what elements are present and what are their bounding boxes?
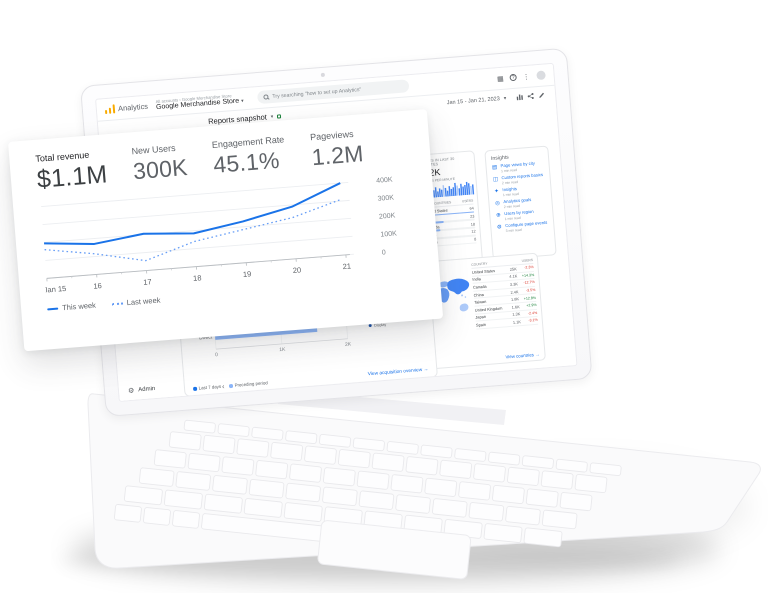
- country-users: 3.3K: [509, 281, 519, 287]
- acq-legend-item: Preceding period: [228, 380, 268, 388]
- chevron-down-icon: ▾: [270, 113, 274, 120]
- svg-text:18: 18: [193, 273, 202, 283]
- insight-item[interactable]: ◎ Analytics goals 2 min read: [494, 197, 547, 210]
- legend-item: This week: [47, 301, 96, 314]
- country-delta: -3.1%: [528, 318, 538, 323]
- legend-label: Last week: [126, 295, 161, 308]
- insight-subtext: 1 min read: [502, 191, 519, 197]
- metric-value: 45.1%: [212, 146, 281, 178]
- acquisition-legend: Last 7 days Preceding period: [192, 380, 268, 391]
- countries-table: COUNTRY USERS United States 25K -2.3% India 4…: [471, 257, 539, 330]
- metrics-card: Total revenue $1.1M New Users 300K Engagemen…: [8, 109, 444, 352]
- analytics-logo-icon: [104, 104, 116, 115]
- svg-text:Jan 15: Jan 15: [43, 284, 66, 295]
- country-delta: -2.3%: [524, 265, 534, 270]
- svg-text:19: 19: [243, 269, 252, 279]
- search-icon: [263, 94, 268, 99]
- product-name: Analytics: [117, 101, 149, 114]
- solid-line-swatch: [47, 307, 59, 311]
- insight-item[interactable]: ◫ Custom reports basics 2 min read: [492, 172, 545, 186]
- metric: Pageviews 1.2M: [310, 128, 365, 173]
- insight-icon: ◫: [492, 176, 499, 183]
- help-icon[interactable]: ?: [509, 73, 517, 82]
- trackpad: [317, 520, 472, 580]
- library-icon: [277, 113, 282, 119]
- metric-value: $1.1M: [35, 160, 109, 194]
- svg-text:300K: 300K: [377, 194, 394, 202]
- edit-icon[interactable]: [538, 92, 546, 100]
- country-delta: -3.5%: [525, 287, 536, 293]
- legend-label: This week: [61, 300, 97, 313]
- country-users: 1.6K: [511, 303, 520, 310]
- country-users: 4.1K: [509, 273, 518, 280]
- chevron-down-icon: ▾: [503, 95, 507, 102]
- country-delta: -12.7%: [523, 280, 535, 286]
- insights-card: Insights ▤ Page views by city 1 min read ◫ C…: [484, 145, 557, 261]
- country-users: 2.4K: [510, 288, 519, 295]
- users-per-minute-chart: [423, 182, 475, 199]
- view-countries-link[interactable]: View countries →: [505, 351, 540, 360]
- svg-text:100K: 100K: [380, 230, 397, 238]
- insight-icon: ⚙: [496, 224, 503, 231]
- acq-legend-item: Last 7 days: [192, 384, 221, 391]
- country-delta: +2.9%: [526, 303, 537, 308]
- gear-icon: ⚙: [127, 387, 135, 396]
- country-delta: +14.3%: [521, 272, 535, 278]
- metric: New Users 300K: [131, 142, 189, 187]
- svg-text:20: 20: [292, 265, 301, 275]
- svg-text:400K: 400K: [376, 177, 393, 185]
- share-icon[interactable]: [527, 92, 535, 100]
- svg-text:1K: 1K: [279, 347, 286, 354]
- svg-text:0: 0: [382, 249, 387, 256]
- insight-icon: ✦: [494, 188, 500, 195]
- country-name: Spain: [475, 321, 487, 328]
- insight-icon: ⊕: [495, 212, 501, 219]
- svg-text:Direct: Direct: [199, 334, 213, 341]
- view-acquisition-link[interactable]: View acquisition overview →: [367, 367, 429, 378]
- legend-item: Last week: [111, 295, 161, 309]
- apps-grid-icon[interactable]: ▦: [496, 75, 505, 83]
- insight-item[interactable]: ⚙ Configure page events 3 min read: [496, 220, 549, 234]
- svg-text:17: 17: [143, 277, 152, 287]
- date-range-picker[interactable]: Jan 15 - Jan 21, 2023 ▾: [446, 95, 507, 106]
- keyboard: [113, 419, 622, 554]
- country-users: 1.1K: [512, 319, 522, 325]
- search-placeholder: Try searching "how to set up Analytics": [272, 86, 362, 100]
- sidebar-item-admin[interactable]: ⚙ Admin: [127, 386, 156, 396]
- country-users: 1.3K: [512, 311, 521, 318]
- avatar[interactable]: [536, 70, 546, 81]
- svg-text:2K: 2K: [345, 341, 352, 348]
- svg-text:21: 21: [342, 261, 351, 271]
- insight-icon: ▤: [491, 164, 498, 171]
- metric-value: 1.2M: [310, 140, 365, 171]
- sidebar-collapse-icon[interactable]: ‹: [221, 383, 225, 391]
- dotted-line-swatch: [111, 302, 123, 306]
- metric-value: 300K: [132, 154, 189, 185]
- metric: Engagement Rate 45.1%: [211, 134, 287, 181]
- insights-chart-icon[interactable]: [516, 93, 524, 101]
- realtime-card: USERS IN LAST 30 MINUTES 1.2K USERS PER …: [415, 150, 484, 271]
- svg-text:16: 16: [93, 281, 102, 291]
- weekly-users-chart: 400K 300K 200K 100K 0 Jan 15 16 17 18 19 20 21: [41, 177, 397, 295]
- country-users: 1.8K: [510, 296, 520, 303]
- webcam: [320, 72, 326, 78]
- svg-text:0: 0: [215, 352, 218, 358]
- country-delta: -2.4%: [527, 310, 538, 316]
- metric: Total revenue $1.1M: [35, 148, 108, 194]
- insight-item[interactable]: ✦ Insights 1 min read: [493, 185, 546, 198]
- more-menu-icon[interactable]: ⋮: [522, 73, 530, 81]
- svg-text:200K: 200K: [379, 212, 396, 220]
- chevron-down-icon: ▾: [240, 98, 244, 105]
- country-delta: +12.8%: [523, 295, 537, 301]
- country-users: 25K: [509, 266, 517, 272]
- channel-dot: [368, 324, 372, 328]
- insight-icon: ◎: [494, 200, 501, 207]
- report-toolbar: Reports snapshot ▾ Jan 15 - Jan 21, 2023…: [97, 85, 556, 139]
